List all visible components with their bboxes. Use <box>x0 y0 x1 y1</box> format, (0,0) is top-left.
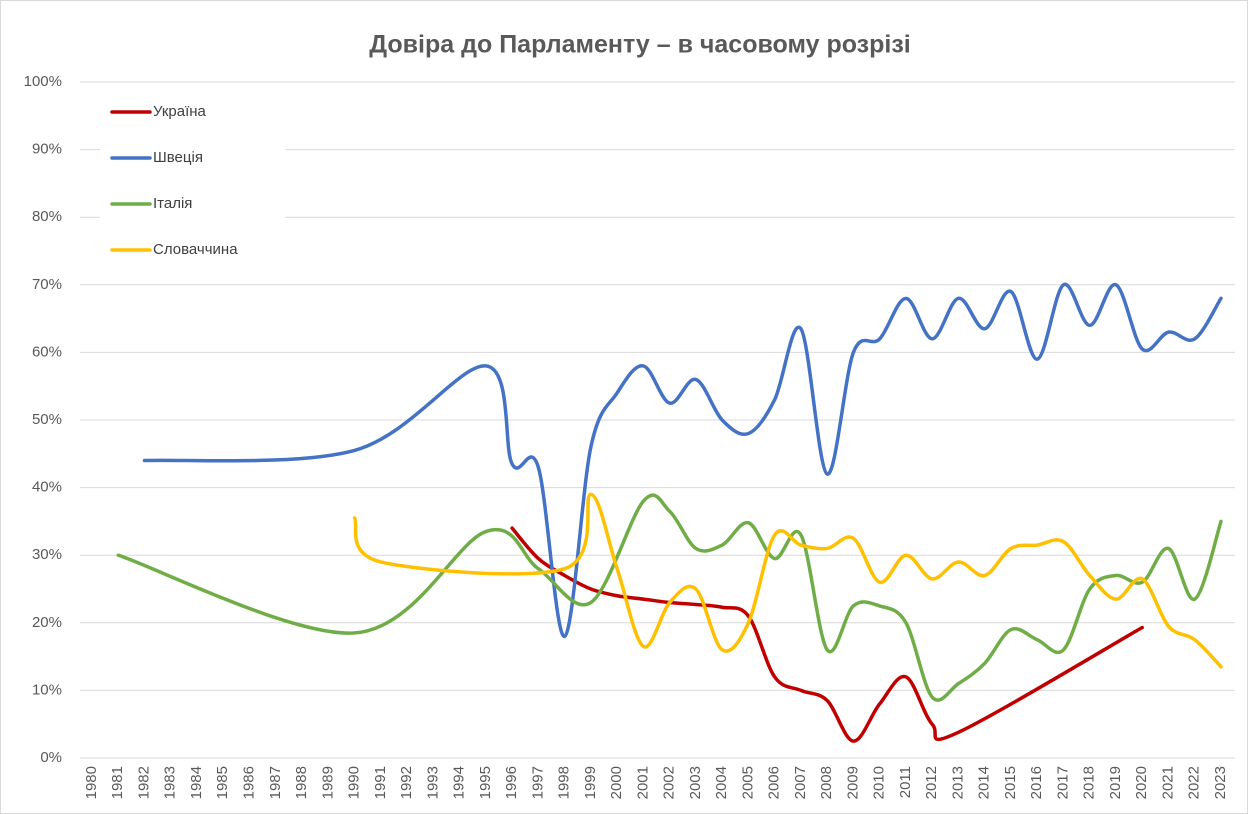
x-tick-label: 2008 <box>818 766 835 799</box>
y-tick-label: 0% <box>40 749 62 766</box>
x-tick-label: 2022 <box>1186 766 1203 799</box>
x-tick-label: 1984 <box>188 766 205 799</box>
x-tick-label: 2005 <box>739 766 756 799</box>
x-tick-label: 1994 <box>451 766 468 799</box>
y-tick-label: 80% <box>32 208 62 225</box>
legend-background <box>100 92 285 276</box>
x-tick-label: 2012 <box>923 766 940 799</box>
y-tick-label: 90% <box>32 141 62 158</box>
x-tick-label: 1980 <box>83 766 100 799</box>
y-tick-label: 50% <box>32 411 62 428</box>
x-tick-label: 1999 <box>582 766 599 799</box>
legend-label: Швеція <box>153 149 203 166</box>
x-tick-label: 2021 <box>1159 766 1176 799</box>
legend-label: Італія <box>153 195 192 212</box>
x-tick-label: 1986 <box>241 766 258 799</box>
x-tick-label: 2015 <box>1002 766 1019 799</box>
x-tick-label: 1985 <box>214 766 231 799</box>
legend: Україна Швеція Італія Словаччина <box>100 92 285 276</box>
x-tick-label: 1995 <box>477 766 494 799</box>
x-tick-label: 1991 <box>372 766 389 799</box>
x-tick-label: 1998 <box>556 766 573 799</box>
y-tick-label: 30% <box>32 546 62 563</box>
x-tick-label: 1990 <box>346 766 363 799</box>
x-tick-label: 2018 <box>1081 766 1098 799</box>
series-line <box>142 282 1223 639</box>
x-tick-label: 2000 <box>608 766 625 799</box>
x-tick-label: 1987 <box>267 766 284 799</box>
y-tick-label: 70% <box>32 276 62 293</box>
x-tick-label: 1989 <box>319 766 336 799</box>
legend-label: Україна <box>153 103 207 120</box>
x-tick-label: 2014 <box>976 766 993 799</box>
x-tick-label: 2006 <box>766 766 783 799</box>
x-tick-label: 2010 <box>871 766 888 799</box>
x-tick-label: 1981 <box>109 766 126 799</box>
x-tick-label: 1983 <box>162 766 179 799</box>
x-tick-label: 1988 <box>293 766 310 799</box>
x-tick-label: 1992 <box>398 766 415 799</box>
x-tick-label: 2007 <box>792 766 809 799</box>
x-tick-label: 2004 <box>713 766 730 799</box>
x-tick-label: 2013 <box>949 766 966 799</box>
y-tick-label: 20% <box>32 614 62 631</box>
x-tick-label: 1993 <box>424 766 441 799</box>
x-tick-label: 1982 <box>135 766 152 799</box>
legend-label: Словаччина <box>153 241 238 258</box>
y-tick-label: 100% <box>24 73 62 90</box>
x-tick-label: 2016 <box>1028 766 1045 799</box>
x-tick-label: 2009 <box>844 766 861 799</box>
x-tick-label: 2017 <box>1054 766 1071 799</box>
x-tick-label: 2019 <box>1107 766 1124 799</box>
chart-title: Довіра до Парламенту – в часовому розріз… <box>369 31 910 59</box>
x-tick-label: 1996 <box>503 766 520 799</box>
x-tick-label: 2001 <box>634 766 651 799</box>
y-tick-label: 40% <box>32 479 62 496</box>
y-tick-label: 10% <box>32 681 62 698</box>
y-tick-label: 60% <box>32 343 62 360</box>
series-line <box>352 492 1223 669</box>
x-tick-label: 2020 <box>1133 766 1150 799</box>
series-line <box>510 526 1144 743</box>
x-tick-label: 2011 <box>897 766 914 798</box>
x-tick-label: 2002 <box>661 766 678 799</box>
x-tick-label: 2023 <box>1212 766 1229 799</box>
x-tick-label: 2003 <box>687 766 704 799</box>
x-tick-label: 1997 <box>529 766 546 799</box>
